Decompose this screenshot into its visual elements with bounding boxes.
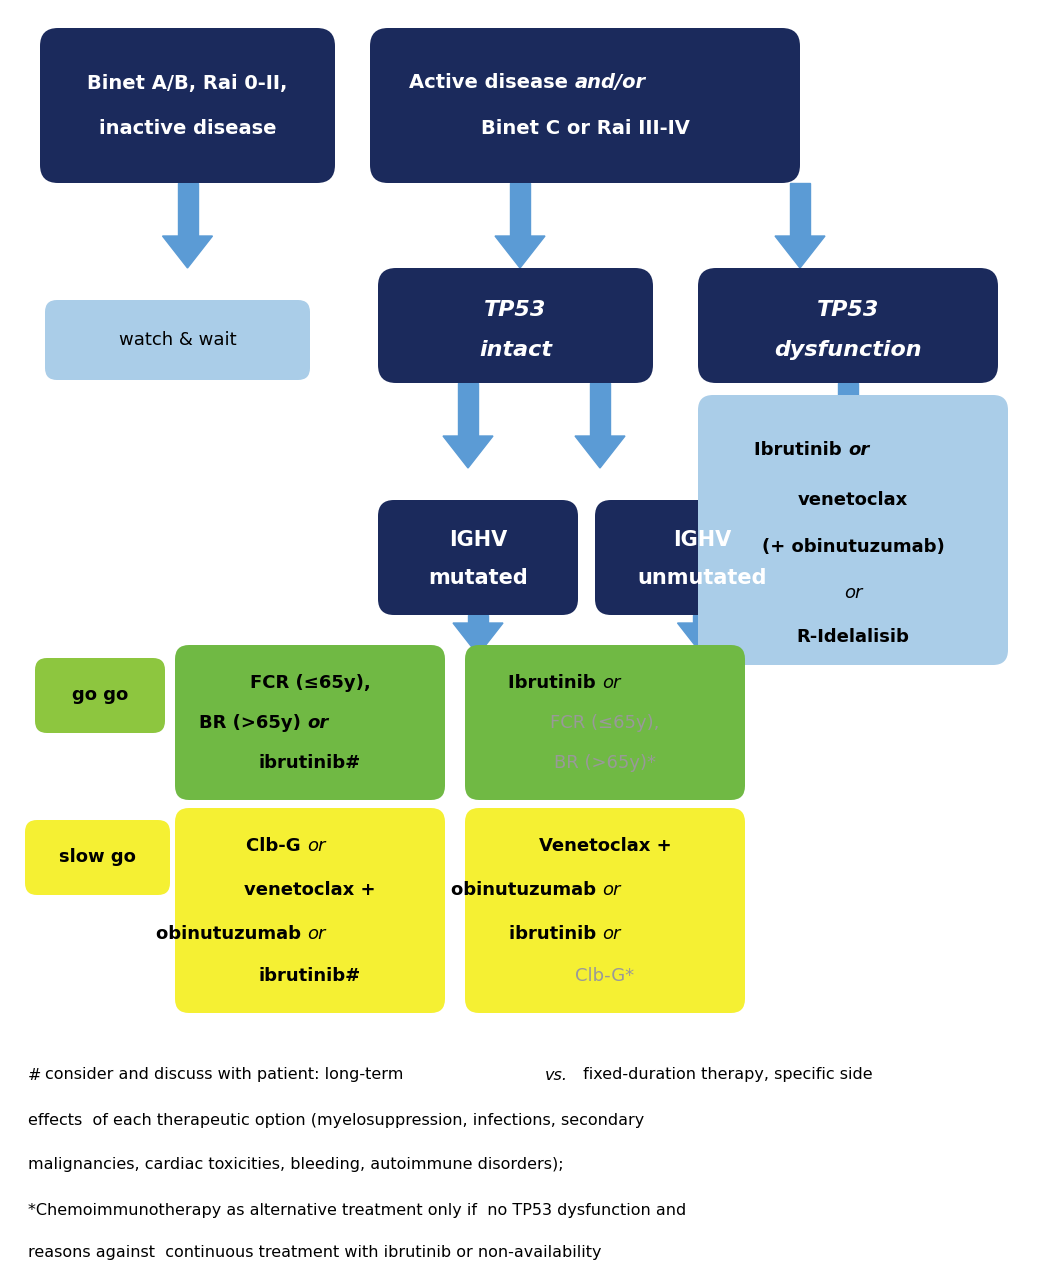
Text: or: or — [602, 675, 620, 692]
FancyBboxPatch shape — [45, 300, 310, 380]
Text: FCR (≤65y),: FCR (≤65y), — [551, 714, 660, 732]
FancyBboxPatch shape — [175, 808, 445, 1012]
Text: and/or: and/or — [575, 73, 646, 92]
Text: or: or — [602, 881, 620, 899]
Text: R-Idelalisib: R-Idelalisib — [796, 628, 910, 646]
Text: or: or — [844, 584, 862, 602]
Text: FCR (≤65y),: FCR (≤65y), — [250, 675, 371, 692]
Text: Binet C or Rai III-IV: Binet C or Rai III-IV — [481, 119, 689, 137]
Bar — [468, 614, 488, 623]
FancyBboxPatch shape — [25, 820, 170, 895]
Polygon shape — [823, 498, 873, 530]
Text: Clb-G: Clb-G — [246, 837, 307, 855]
Bar — [838, 383, 858, 498]
Text: IGHV: IGHV — [449, 530, 507, 550]
Text: or: or — [848, 442, 869, 460]
Text: ibrutinib: ibrutinib — [509, 925, 602, 943]
Text: vs.: vs. — [545, 1068, 568, 1083]
Bar — [790, 183, 810, 236]
Text: or: or — [307, 837, 326, 855]
Bar — [510, 183, 530, 236]
Text: Ibrutinib: Ibrutinib — [754, 442, 848, 460]
FancyBboxPatch shape — [699, 396, 1008, 666]
FancyBboxPatch shape — [378, 268, 653, 383]
Bar — [178, 183, 198, 236]
Text: consider and discuss with patient: long-term: consider and discuss with patient: long-… — [45, 1068, 408, 1083]
FancyBboxPatch shape — [40, 28, 335, 183]
Text: reasons against  continuous treatment with ibrutinib or non-availability: reasons against continuous treatment wit… — [28, 1245, 602, 1261]
Polygon shape — [443, 436, 493, 468]
FancyBboxPatch shape — [465, 645, 745, 800]
Text: obinutuzumab: obinutuzumab — [451, 881, 602, 899]
Text: slow go: slow go — [59, 847, 136, 867]
Text: TP53: TP53 — [484, 300, 547, 320]
Text: Venetoclax +: Venetoclax + — [538, 837, 671, 855]
FancyBboxPatch shape — [595, 500, 810, 614]
Text: or: or — [602, 925, 620, 943]
Text: TP53: TP53 — [817, 300, 880, 320]
Polygon shape — [496, 236, 545, 268]
Text: effects  of each therapeutic option (myelosuppression, infections, secondary: effects of each therapeutic option (myel… — [28, 1112, 644, 1128]
Text: unmutated: unmutated — [638, 568, 767, 588]
Text: fixed-duration therapy, specific side: fixed-duration therapy, specific side — [578, 1068, 872, 1083]
Text: Clb-G*: Clb-G* — [576, 966, 635, 986]
Text: *Chemoimmunotherapy as alternative treatment only if  no TP53 dysfunction and: *Chemoimmunotherapy as alternative treat… — [28, 1202, 686, 1217]
FancyBboxPatch shape — [175, 645, 445, 800]
Text: ibrutinib#: ibrutinib# — [259, 754, 361, 772]
Text: go go: go go — [72, 686, 128, 704]
FancyBboxPatch shape — [378, 500, 578, 614]
Polygon shape — [775, 236, 826, 268]
Text: Binet A/B, Rai 0-II,: Binet A/B, Rai 0-II, — [87, 73, 287, 92]
FancyBboxPatch shape — [465, 808, 745, 1012]
Text: dysfunction: dysfunction — [775, 340, 922, 360]
Text: venetoclax: venetoclax — [797, 492, 908, 509]
Text: watch & wait: watch & wait — [119, 332, 236, 349]
Text: BR (>65y)*: BR (>65y)* — [554, 754, 656, 772]
Polygon shape — [678, 623, 728, 655]
Text: or: or — [307, 714, 328, 732]
Text: IGHV: IGHV — [674, 530, 732, 550]
FancyBboxPatch shape — [699, 268, 998, 383]
Text: inactive disease: inactive disease — [99, 119, 276, 137]
Polygon shape — [575, 436, 625, 468]
Bar — [590, 383, 610, 436]
Text: intact: intact — [479, 340, 552, 360]
Text: venetoclax +: venetoclax + — [245, 881, 376, 899]
FancyBboxPatch shape — [35, 658, 166, 733]
Polygon shape — [453, 623, 503, 655]
Text: obinutuzumab: obinutuzumab — [156, 925, 307, 943]
Text: ibrutinib#: ibrutinib# — [259, 966, 361, 986]
Polygon shape — [162, 236, 212, 268]
Text: Ibrutinib: Ibrutinib — [508, 675, 602, 692]
Text: BR (>65y): BR (>65y) — [199, 714, 307, 732]
Text: Active disease: Active disease — [409, 73, 575, 92]
Text: mutated: mutated — [428, 568, 528, 588]
Bar — [458, 383, 478, 436]
Bar — [692, 614, 712, 623]
Text: (+ obinutuzumab): (+ obinutuzumab) — [762, 538, 944, 556]
Text: or: or — [307, 925, 326, 943]
Text: malignancies, cardiac toxicities, bleeding, autoimmune disorders);: malignancies, cardiac toxicities, bleedi… — [28, 1157, 563, 1172]
FancyBboxPatch shape — [370, 28, 799, 183]
Text: #: # — [28, 1068, 42, 1083]
